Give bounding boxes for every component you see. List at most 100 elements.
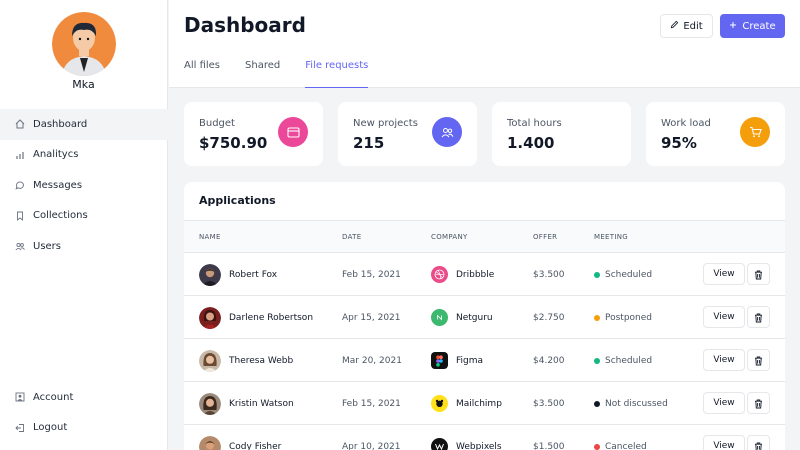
stat-label: New projects: [353, 118, 418, 129]
offer-cell: $3.500: [533, 398, 565, 409]
view-button[interactable]: View: [703, 263, 745, 285]
netguru-logo-icon: [431, 309, 448, 326]
sidebar-item-messages[interactable]: Messages: [0, 170, 168, 201]
company-name: Webpixels: [456, 441, 502, 450]
status-dot: [594, 357, 600, 364]
create-button-label: Create: [742, 20, 776, 32]
avatar: [199, 263, 221, 286]
edit-button[interactable]: Edit: [660, 14, 713, 38]
company-name: Netguru: [456, 312, 493, 323]
view-button[interactable]: View: [703, 435, 745, 450]
avatar[interactable]: [51, 12, 116, 76]
profile-name: Mka: [72, 78, 95, 91]
view-button[interactable]: View: [703, 392, 745, 414]
tab-all-files[interactable]: All files: [184, 60, 221, 71]
plus-icon: [729, 21, 737, 32]
users-icon: [432, 117, 462, 147]
delete-button[interactable]: [747, 435, 770, 450]
column-header-meeting: MEETING: [594, 233, 628, 241]
column-header-company: COMPANY: [431, 233, 468, 241]
view-button[interactable]: View: [703, 349, 745, 371]
name-cell: Cody Fisher: [199, 425, 281, 450]
sidebar-item-label: Account: [33, 391, 74, 403]
table-row: Robert Fox Feb 15, 2021 Dribbble $3.500 …: [184, 253, 785, 296]
sidebar-item-label: Logout: [33, 422, 68, 434]
chat-icon: [14, 179, 26, 191]
meeting-cell: Not discussed: [594, 382, 668, 425]
company-cell: Mailchimp: [431, 382, 502, 425]
delete-button[interactable]: [747, 349, 770, 371]
date-cell: Feb 15, 2021: [342, 269, 401, 280]
applicant-name: Theresa Webb: [229, 355, 294, 366]
status-dot: [594, 271, 600, 278]
table-header: NAME DATE COMPANY OFFER MEETING: [184, 220, 785, 253]
stat-card-new-projects: New projects 215: [338, 102, 477, 166]
tab-shared[interactable]: Shared: [245, 60, 281, 71]
page-title: Dashboard: [184, 13, 306, 37]
trash-icon: [754, 394, 763, 413]
stat-card-budget: Budget $750.90: [184, 102, 323, 166]
figma-logo-icon: [431, 352, 448, 369]
bookmark-icon: [14, 210, 26, 222]
applicant-name: Cody Fisher: [229, 441, 282, 450]
tabs: All files Shared File requests: [184, 60, 393, 88]
stat-card-work-load: Work load 95%: [646, 102, 785, 166]
delete-button[interactable]: [747, 392, 770, 414]
sidebar-nav: Dashboard Analitycs Messages Collections…: [0, 109, 168, 262]
table-row: Theresa Webb Mar 20, 2021 Figma $4.200 S…: [184, 339, 785, 382]
stat-value: $750.90: [199, 134, 268, 152]
table-row: Darlene Robertson Apr 15, 2021 Netguru $…: [184, 296, 785, 339]
view-button[interactable]: View: [703, 306, 745, 328]
offer-cell: $1.500: [533, 441, 565, 450]
sidebar-item-logout[interactable]: Logout: [0, 413, 168, 444]
company-cell: Netguru: [431, 296, 493, 339]
meeting-cell: Postponed: [594, 296, 652, 339]
column-header-date: DATE: [342, 233, 362, 241]
stat-value: 215: [353, 134, 385, 152]
column-header-offer: OFFER: [533, 233, 558, 241]
trash-icon: [754, 351, 763, 370]
header: Dashboard Edit Create All files Shared F…: [169, 0, 800, 88]
date-cell: Apr 10, 2021: [342, 441, 401, 450]
avatar: [199, 306, 221, 329]
name-cell: Theresa Webb: [199, 339, 293, 382]
pencil-icon: [670, 20, 679, 32]
company-name: Figma: [456, 355, 484, 366]
meeting-status: Scheduled: [605, 355, 653, 366]
sidebar-item-collections[interactable]: Collections: [0, 201, 168, 232]
status-dot: [594, 314, 600, 321]
meeting-cell: Scheduled: [594, 253, 652, 296]
date-cell: Mar 20, 2021: [342, 355, 402, 366]
column-header-name: NAME: [199, 233, 221, 241]
table-row: Kristin Watson Feb 15, 2021 Mailchimp $3…: [184, 382, 785, 425]
avatar: [199, 349, 221, 372]
applicant-name: Kristin Watson: [229, 398, 294, 409]
tab-file-requests[interactable]: File requests: [305, 60, 369, 88]
offer-cell: $2.750: [533, 312, 565, 323]
create-button[interactable]: Create: [720, 14, 785, 38]
sidebar-item-analitycs[interactable]: Analitycs: [0, 140, 168, 171]
status-dot: [594, 400, 600, 407]
table-row: Cody Fisher Apr 10, 2021 Webpixels $1.50…: [184, 425, 785, 450]
stat-card-total-hours: Total hours 1.400: [492, 102, 631, 166]
delete-button[interactable]: [747, 306, 770, 328]
stat-label: Total hours: [507, 118, 562, 129]
stat-value: 95%: [661, 134, 697, 152]
logout-icon: [14, 422, 26, 434]
company-cell: Figma: [431, 339, 483, 382]
meeting-status: Not discussed: [605, 398, 668, 409]
edit-button-label: Edit: [683, 20, 703, 32]
mailchimp-logo-icon: [431, 395, 448, 412]
stat-label: Work load: [661, 118, 711, 129]
applications-title: Applications: [199, 194, 276, 207]
offer-cell: $3.500: [533, 269, 565, 280]
offer-cell: $4.200: [533, 355, 565, 366]
stat-label: Budget: [199, 118, 235, 129]
sidebar-item-users[interactable]: Users: [0, 231, 168, 262]
webpixels-logo-icon: [431, 438, 448, 450]
delete-button[interactable]: [747, 263, 770, 285]
sidebar-item-dashboard[interactable]: Dashboard: [0, 109, 168, 140]
meeting-status: Postponed: [605, 312, 653, 323]
sidebar-item-account[interactable]: Account: [0, 382, 168, 413]
date-cell: Apr 15, 2021: [342, 312, 401, 323]
